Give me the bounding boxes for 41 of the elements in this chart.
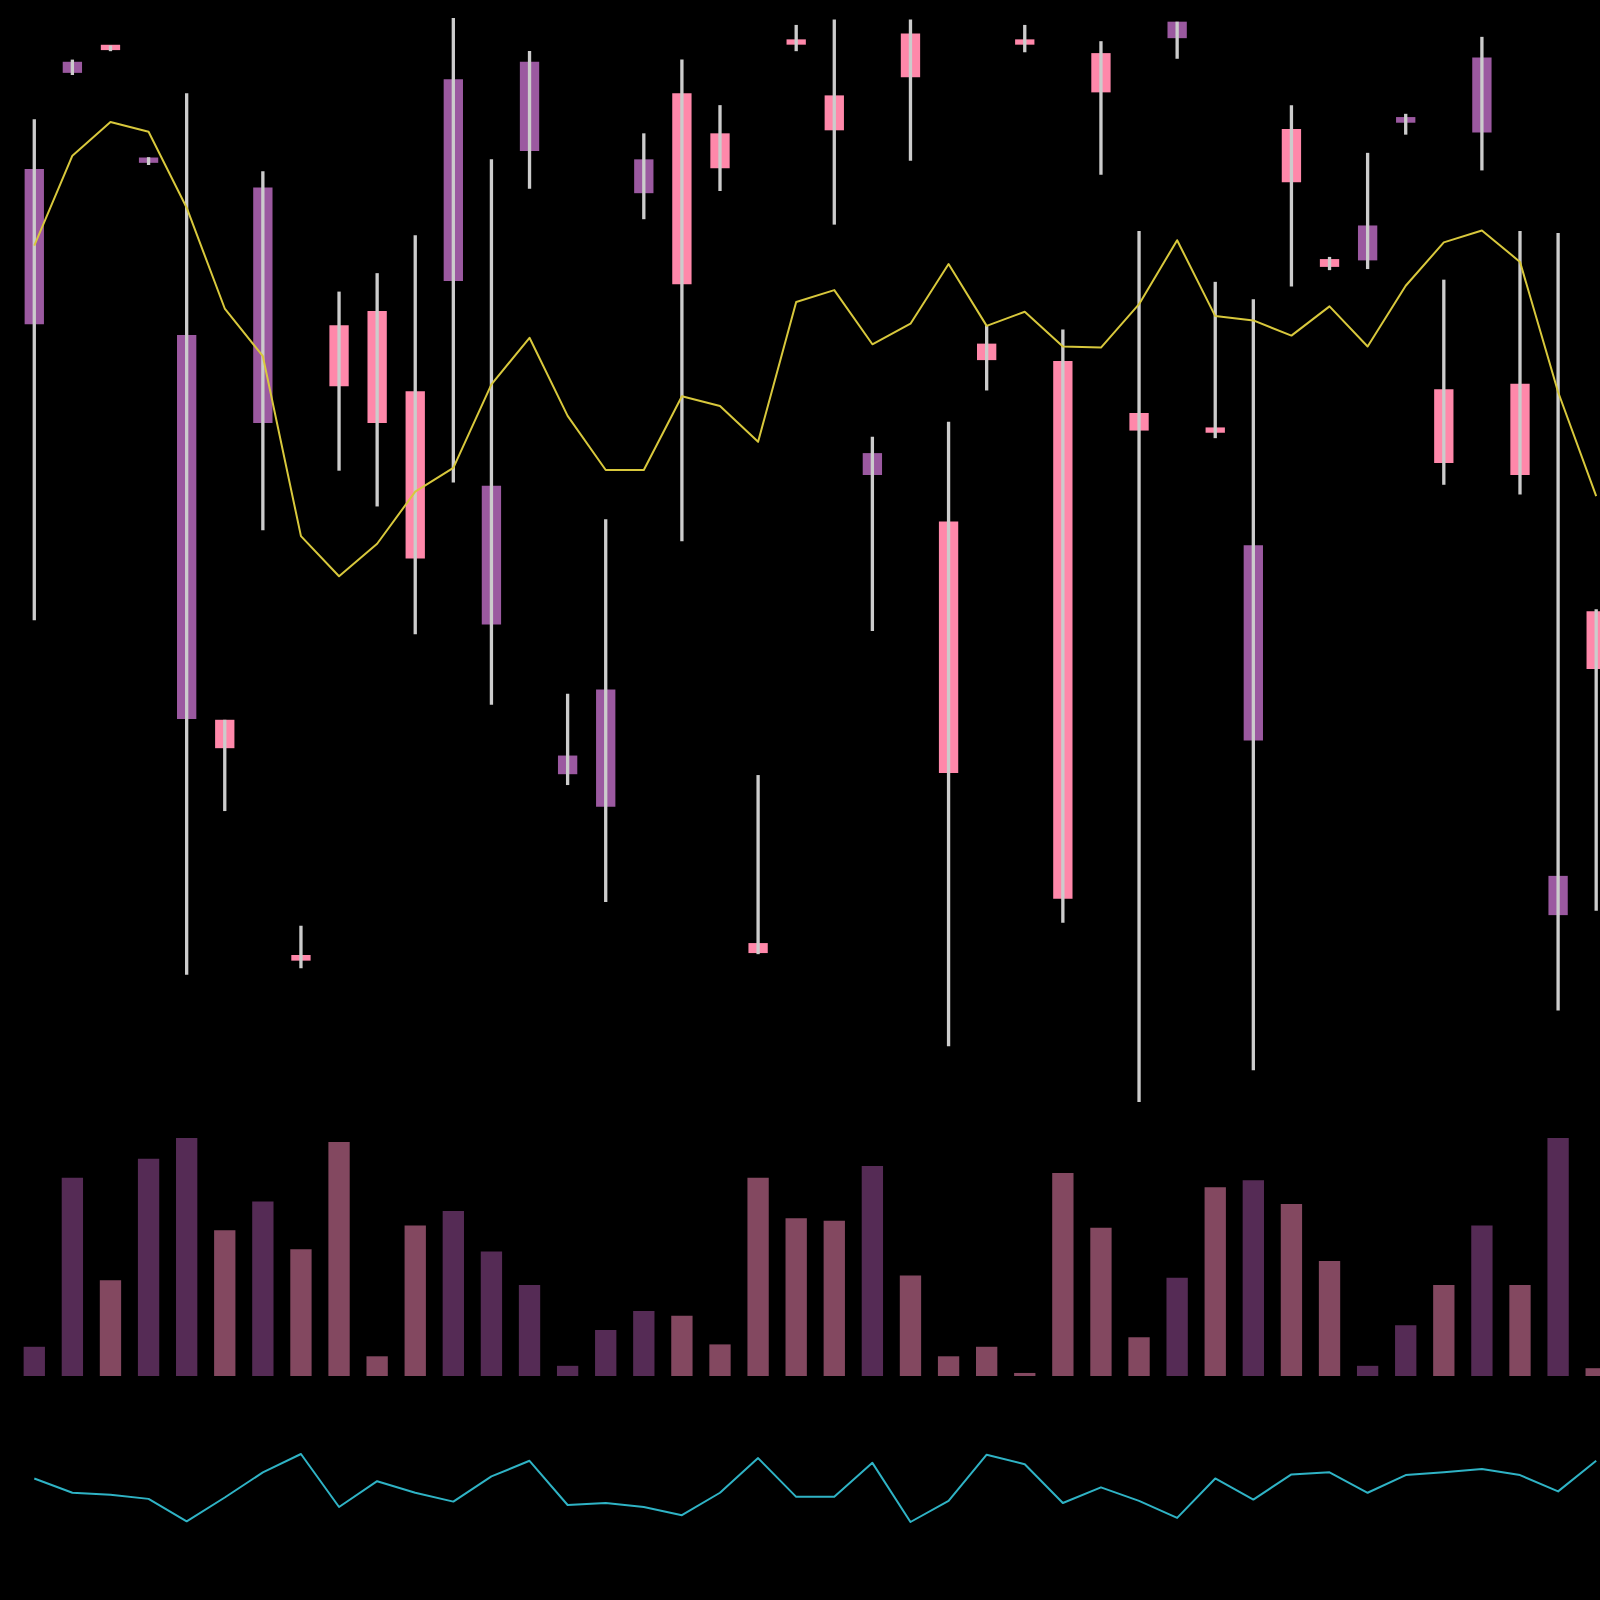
bar — [252, 1201, 274, 1376]
bar — [1356, 1365, 1379, 1376]
bar — [176, 1138, 198, 1376]
bar — [404, 1225, 426, 1376]
bar — [1433, 1284, 1455, 1376]
bar — [1204, 1187, 1226, 1376]
bar — [785, 1218, 807, 1376]
bar — [442, 1211, 464, 1376]
bar — [1166, 1277, 1188, 1376]
bar — [747, 1177, 769, 1376]
bar — [899, 1275, 922, 1376]
bar — [1471, 1225, 1493, 1376]
bar — [328, 1142, 350, 1376]
bar — [1318, 1261, 1341, 1376]
bar — [1395, 1325, 1417, 1376]
bar — [290, 1249, 312, 1376]
bar — [976, 1346, 998, 1376]
bar — [556, 1365, 579, 1376]
bar — [595, 1330, 617, 1376]
bar — [1128, 1337, 1150, 1376]
bar — [1280, 1203, 1303, 1376]
bar — [61, 1177, 84, 1376]
bar — [671, 1315, 693, 1376]
bar — [633, 1311, 655, 1376]
bar — [99, 1280, 122, 1376]
bar — [1547, 1138, 1569, 1376]
bar — [1090, 1227, 1112, 1376]
bar — [937, 1356, 960, 1376]
bar — [23, 1346, 45, 1376]
bar — [137, 1158, 160, 1376]
bar — [709, 1344, 731, 1376]
bar — [823, 1220, 845, 1376]
bar — [861, 1165, 884, 1376]
bar — [214, 1230, 236, 1376]
bar — [1509, 1284, 1531, 1376]
bar — [480, 1251, 503, 1376]
bar — [518, 1284, 541, 1376]
candlestick — [786, 24, 806, 52]
bar — [1052, 1173, 1074, 1376]
bar — [366, 1356, 388, 1376]
bar — [1242, 1180, 1264, 1376]
